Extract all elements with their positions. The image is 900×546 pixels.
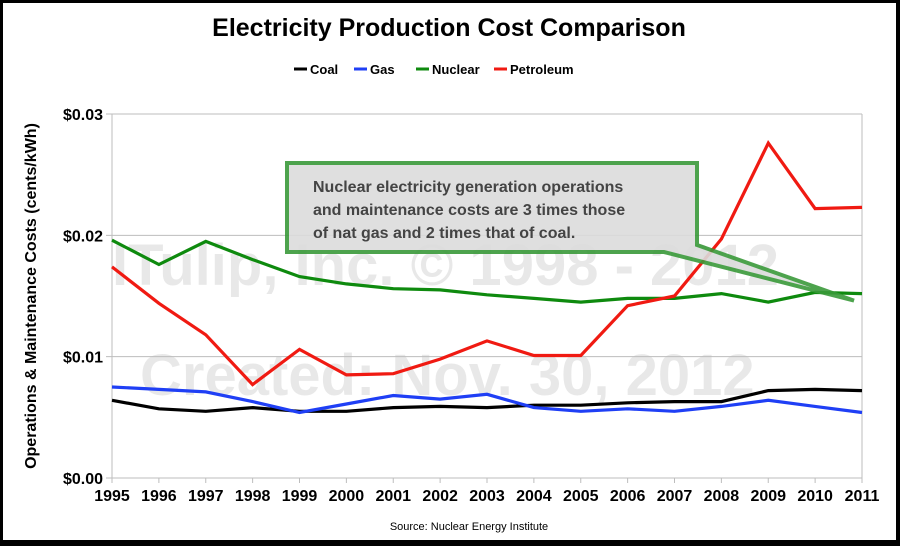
x-tick-label: 2008 bbox=[704, 488, 740, 505]
y-tick-label: $0.01 bbox=[63, 350, 103, 367]
x-tick-label: 2009 bbox=[750, 488, 786, 505]
x-tick-label: 2010 bbox=[797, 488, 833, 505]
legend-label-gas: Gas bbox=[370, 62, 395, 77]
annotation-callout: Nuclear electricity generation operation… bbox=[285, 161, 855, 303]
callout-line-1: Nuclear electricity generation operation… bbox=[313, 179, 623, 196]
x-tick-label: 2001 bbox=[375, 488, 411, 505]
x-tick-label: 1995 bbox=[94, 488, 130, 505]
callout-line-3: of nat gas and 2 times that of coal. bbox=[313, 225, 575, 242]
x-tick-label: 2005 bbox=[563, 488, 599, 505]
legend-label-petroleum: Petroleum bbox=[510, 62, 574, 77]
watermarks: ITulip, Inc. © 1998 - 2012 Created: Nov.… bbox=[112, 233, 779, 408]
y-tick-label: $0.00 bbox=[63, 471, 103, 488]
x-tick-label: 2003 bbox=[469, 488, 505, 505]
legend-label-coal: Coal bbox=[310, 62, 338, 77]
y-axis-label: Operations & Maintenance Costs (cents/kW… bbox=[23, 123, 40, 469]
x-axis-ticks: 1995 1996 1997 1998 1999 2000 2001 2002 2003 2004… bbox=[94, 478, 879, 505]
callout-line-2: and maintenance costs are 3 times those bbox=[313, 202, 625, 219]
x-tick-label: 2004 bbox=[516, 488, 552, 505]
x-tick-label: 2000 bbox=[329, 488, 365, 505]
x-tick-label: 2007 bbox=[657, 488, 693, 505]
x-tick-label: 2011 bbox=[845, 488, 880, 505]
x-tick-label: 1996 bbox=[141, 488, 177, 505]
x-tick-label: 2002 bbox=[422, 488, 458, 505]
source-note: Source: Nuclear Energy Institute bbox=[390, 521, 548, 533]
y-axis-ticks: $0.00 $0.01 $0.02 $0.03 bbox=[63, 107, 103, 488]
chart-title: Electricity Production Cost Comparison bbox=[212, 14, 686, 42]
x-tick-label: 2006 bbox=[610, 488, 646, 505]
x-tick-label: 1997 bbox=[188, 488, 224, 505]
callout-box bbox=[285, 161, 855, 303]
y-tick-label: $0.02 bbox=[63, 228, 103, 245]
y-tick-label: $0.03 bbox=[63, 107, 103, 124]
x-tick-label: 1999 bbox=[282, 488, 318, 505]
series-lines bbox=[111, 139, 863, 415]
x-tick-label: 1998 bbox=[235, 488, 271, 505]
legend-label-nuclear: Nuclear bbox=[432, 62, 480, 77]
legend: Coal Gas Nuclear Petroleum bbox=[294, 62, 574, 77]
